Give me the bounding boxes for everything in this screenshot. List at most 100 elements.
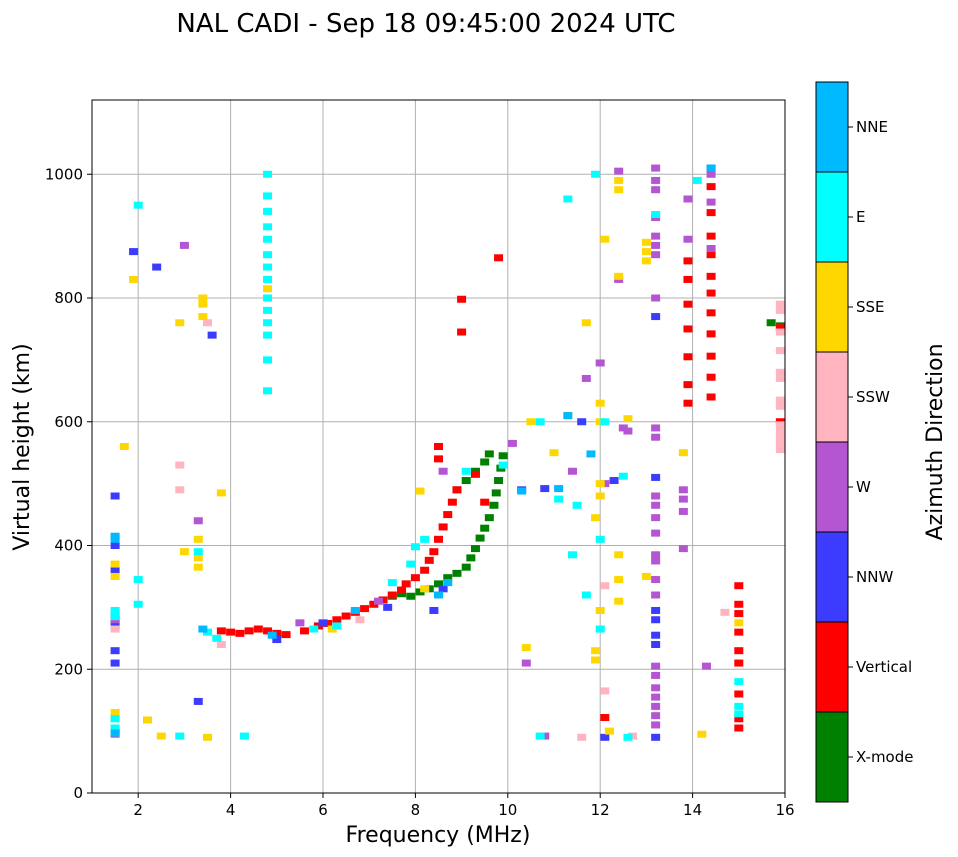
data-point bbox=[734, 710, 744, 718]
data-point bbox=[775, 396, 785, 404]
data-marks bbox=[110, 164, 785, 741]
data-point bbox=[489, 501, 499, 509]
data-point bbox=[549, 449, 559, 457]
data-point bbox=[623, 733, 633, 741]
data-point bbox=[540, 732, 550, 740]
data-point bbox=[775, 306, 785, 314]
data-point bbox=[651, 684, 661, 692]
series-sse bbox=[110, 176, 744, 741]
series-nne bbox=[110, 164, 716, 737]
data-point bbox=[110, 715, 120, 723]
data-point bbox=[263, 319, 273, 327]
data-point bbox=[175, 486, 185, 494]
data-point bbox=[734, 628, 744, 636]
data-point bbox=[623, 427, 633, 435]
data-point bbox=[438, 523, 448, 531]
colorbar-tick-label: E bbox=[856, 208, 865, 226]
series-ssw bbox=[110, 300, 785, 741]
data-point bbox=[309, 625, 319, 633]
y-axis-ticks: 0 200 400 600 800 1000 bbox=[45, 165, 92, 802]
data-point bbox=[263, 627, 273, 635]
data-point bbox=[521, 659, 531, 667]
data-point bbox=[193, 554, 203, 562]
data-point bbox=[720, 608, 730, 616]
data-point bbox=[434, 591, 443, 599]
colorbar-tick-label: NNW bbox=[856, 568, 893, 586]
data-point bbox=[706, 183, 716, 191]
colorbar-swatch bbox=[816, 262, 848, 352]
data-point bbox=[179, 241, 189, 249]
y-tick-label: 800 bbox=[54, 289, 83, 307]
data-point bbox=[193, 563, 203, 571]
data-point bbox=[595, 399, 605, 407]
data-point bbox=[434, 535, 443, 543]
x-tick-label: 4 bbox=[226, 801, 236, 819]
data-point bbox=[595, 606, 605, 614]
data-point bbox=[383, 603, 393, 611]
colorbar-tick-label: SSE bbox=[856, 298, 885, 316]
data-point bbox=[651, 631, 661, 639]
colorbar-swatch bbox=[816, 622, 848, 712]
data-point bbox=[595, 359, 605, 367]
data-point bbox=[434, 455, 443, 463]
data-point bbox=[540, 485, 550, 493]
data-point bbox=[706, 393, 716, 401]
data-point bbox=[406, 592, 416, 600]
data-point bbox=[378, 596, 388, 604]
data-point bbox=[706, 330, 716, 338]
data-point bbox=[295, 619, 305, 627]
data-point bbox=[438, 585, 448, 593]
data-point bbox=[484, 514, 494, 522]
colorbar-swatch bbox=[816, 712, 848, 802]
data-point bbox=[207, 331, 217, 339]
data-point bbox=[651, 313, 661, 321]
colorbar-swatch bbox=[816, 442, 848, 532]
data-point bbox=[581, 591, 591, 599]
x-tick-label: 10 bbox=[498, 801, 517, 819]
data-point bbox=[110, 560, 120, 568]
data-point bbox=[239, 732, 249, 740]
data-point bbox=[734, 702, 744, 710]
data-point bbox=[263, 207, 273, 215]
data-point bbox=[494, 254, 504, 262]
x-tick-label: 14 bbox=[683, 801, 702, 819]
data-point bbox=[263, 331, 273, 339]
data-point bbox=[563, 412, 573, 420]
data-point bbox=[683, 399, 693, 407]
colorbar-tick-label: NNE bbox=[856, 118, 888, 136]
data-point bbox=[683, 275, 693, 283]
data-point bbox=[600, 582, 610, 590]
data-point bbox=[452, 569, 462, 577]
data-point bbox=[447, 498, 457, 506]
data-point bbox=[609, 477, 619, 485]
colorbar-swatch bbox=[816, 82, 848, 172]
data-point bbox=[614, 186, 624, 194]
data-point bbox=[263, 285, 273, 293]
data-point bbox=[434, 443, 443, 450]
data-point bbox=[614, 551, 624, 559]
data-point bbox=[641, 248, 651, 256]
x-tick-label: 12 bbox=[591, 801, 610, 819]
data-point bbox=[692, 176, 702, 184]
data-point bbox=[600, 480, 610, 488]
data-point bbox=[480, 498, 490, 506]
data-point bbox=[253, 625, 263, 633]
data-point bbox=[706, 164, 716, 172]
data-point bbox=[683, 353, 693, 361]
data-point bbox=[526, 418, 536, 426]
data-point bbox=[397, 590, 407, 598]
data-point bbox=[263, 235, 273, 243]
data-point bbox=[651, 591, 661, 599]
data-point bbox=[567, 467, 577, 475]
data-point bbox=[198, 300, 208, 308]
data-point bbox=[401, 580, 411, 588]
data-point bbox=[591, 170, 601, 178]
data-point bbox=[110, 606, 120, 614]
data-point bbox=[734, 690, 744, 698]
data-point bbox=[466, 554, 476, 562]
data-point bbox=[110, 729, 120, 737]
data-point bbox=[457, 328, 467, 336]
data-point bbox=[480, 524, 490, 532]
data-point bbox=[678, 495, 688, 503]
